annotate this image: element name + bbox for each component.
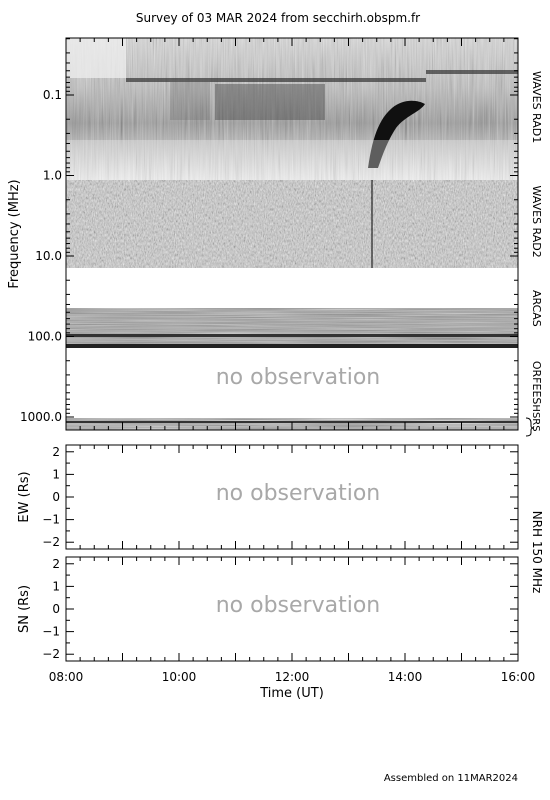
ew-ticks: 2 1 0 −1 −2 (42, 445, 519, 549)
x-axis-tick-labels: 08:00 10:00 12:00 14:00 16:00 (49, 670, 536, 684)
rs-y-tick-label: 2 (52, 445, 60, 459)
sn-panel: 2 1 0 −1 −2 SN (Rs) no observation (17, 556, 519, 662)
x-tick-label: 16:00 (501, 670, 536, 684)
rs-y-tick-label: 1 (52, 579, 60, 593)
spectrum-panel: no observation 0.1 1.0 10.0 100.0 1000.0 Fre… (7, 37, 543, 437)
figure-title: Survey of 03 MAR 2024 from secchirh.obsp… (136, 11, 420, 25)
spectrum-x-ticks (65, 38, 519, 430)
instrument-label: ORFEES (530, 361, 543, 405)
sn-ticks: 2 1 0 −1 −2 (42, 557, 519, 661)
hsrs-bracket (525, 417, 535, 437)
spectrum-y-tick-label: 1.0 (43, 169, 62, 183)
rs-y-tick-label: −1 (42, 625, 60, 639)
sn-y-label: SN (Rs) (17, 585, 32, 633)
rs-y-tick-label: −2 (42, 535, 60, 549)
spectrum-y-tick-label: 10.0 (35, 249, 62, 263)
orfees-no-observation: no observation (216, 365, 381, 390)
arcas-band (66, 308, 518, 348)
x-axis-label: Time (UT) (259, 686, 324, 701)
sn-no-observation: no observation (216, 593, 381, 618)
spectrum-y-label: Frequency (MHz) (7, 179, 22, 288)
spectrum-y-tick-label: 0.1 (43, 88, 62, 102)
instrument-label: ARCAS (530, 290, 543, 327)
rs-y-tick-label: 0 (52, 602, 60, 616)
x-tick-label: 12:00 (275, 670, 310, 684)
rad1-band (66, 38, 518, 180)
ew-no-observation: no observation (216, 481, 381, 506)
rad2-band (66, 180, 518, 268)
instrument-label: WAVES RAD1 (530, 71, 543, 143)
spectrum-y-ticks: 0.1 1.0 10.0 100.0 1000.0 (20, 38, 518, 424)
type-iii-burst (368, 100, 425, 168)
spectrum-y-tick-label: 100.0 (28, 330, 62, 344)
assembled-footer: Assembled on 11MAR2024 (383, 773, 518, 784)
x-tick-label: 10:00 (162, 670, 197, 684)
rs-y-tick-label: −2 (42, 647, 60, 661)
instrument-label: HSRS (530, 404, 541, 431)
instrument-label: WAVES RAD2 (530, 186, 543, 258)
ew-panel: 2 1 0 −1 −2 EW (Rs) no observation (17, 444, 519, 550)
nrh-label: NRH 150 MHz (530, 511, 544, 594)
rs-y-tick-label: 0 (52, 490, 60, 504)
rs-y-tick-label: 1 (52, 467, 60, 481)
spectrum-y-tick-label: 1000.0 (20, 410, 62, 424)
x-tick-label: 08:00 (49, 670, 84, 684)
rs-y-tick-label: −1 (42, 513, 60, 527)
ew-y-label: EW (Rs) (17, 471, 32, 522)
x-tick-label: 14:00 (388, 670, 423, 684)
rs-y-tick-label: 2 (52, 557, 60, 571)
